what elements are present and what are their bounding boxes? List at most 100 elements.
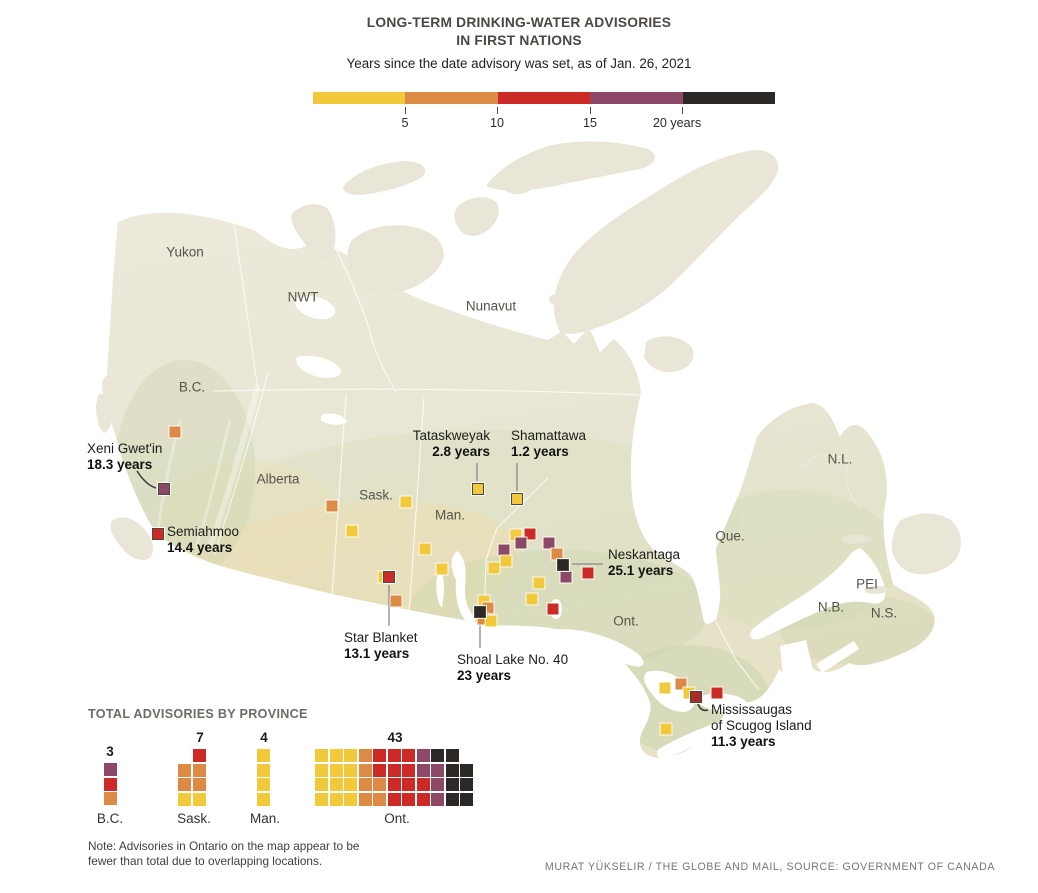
advisory-point <box>659 682 671 694</box>
legend-tick-label: 5 <box>401 116 409 130</box>
province-label: N.B. <box>817 599 845 615</box>
islands <box>96 141 961 594</box>
annotation: Star Blanket 13.1 years <box>344 630 418 662</box>
legend-segment-3 <box>590 92 683 104</box>
waffle-cell <box>431 778 444 791</box>
waffle-cell <box>329 778 343 791</box>
waffle-cell <box>315 749 328 762</box>
advisory-point <box>533 577 545 589</box>
waffle-cell <box>257 763 270 777</box>
waffle-label: Man. <box>249 811 281 826</box>
page-subtitle: Years since the date advisory was set, a… <box>346 56 692 71</box>
legend-tick-label: 10 <box>489 116 505 130</box>
waffle-cell <box>329 763 343 777</box>
advisory-point <box>472 483 484 495</box>
waffle-cell <box>358 792 372 806</box>
waffle-cell <box>431 749 444 762</box>
page-title-line1: LONG-TERM DRINKING-WATER ADVISORIES <box>366 15 672 30</box>
legend-segment-1 <box>405 92 498 104</box>
totals-heading: TOTAL ADVISORIES BY PROVINCE <box>88 707 308 721</box>
annotation-value: 2.8 years <box>432 444 490 459</box>
header: LONG-TERM DRINKING-WATER ADVISORIES IN F… <box>0 0 1038 71</box>
waffle-cell <box>257 778 270 791</box>
advisory-point <box>478 595 490 607</box>
waffle-count: 3 <box>106 744 114 759</box>
annotation: Shamattawa 1.2 years <box>511 428 586 460</box>
advisory-point <box>526 593 538 605</box>
advisory-point <box>485 615 497 627</box>
waffle-cell <box>329 792 343 806</box>
advisory-point <box>152 528 164 540</box>
waffle-cell <box>416 763 430 777</box>
advisory-point <box>390 595 402 607</box>
legend-tick-label: 20 years <box>652 116 702 130</box>
advisory-point <box>660 723 672 735</box>
waffle-cell <box>373 792 386 806</box>
advisory-point <box>482 602 494 614</box>
annotation-name: Neskantaga <box>608 547 681 562</box>
waffle-cell <box>358 763 372 777</box>
province-label: PEI <box>856 576 878 592</box>
advisory-point <box>474 606 486 618</box>
advisory-point <box>543 537 555 549</box>
advisory-point <box>560 571 572 583</box>
waffle-cell <box>431 763 444 777</box>
waffle-count: 43 <box>387 730 403 745</box>
advisory-point <box>683 687 695 699</box>
page-title-line2: IN FIRST NATIONS <box>456 33 582 48</box>
advisory-point <box>675 678 687 690</box>
waffle-cell <box>445 763 459 777</box>
annotation-value: 11.3 years <box>711 734 776 749</box>
waffle-cell <box>416 749 430 762</box>
advisory-point <box>515 537 527 549</box>
annotation: Semiahmoo 14.4 years <box>167 524 239 556</box>
waffle-cell <box>315 792 328 806</box>
waffle-cell <box>445 792 459 806</box>
waffle-cell <box>192 792 206 806</box>
waffle-cell <box>373 778 386 791</box>
annotation-value: 14.4 years <box>167 540 233 555</box>
legend-tick-label: 15 <box>582 116 598 130</box>
credit-line: MURAT YÜKSELIR / THE GLOBE AND MAIL, SOU… <box>544 861 995 873</box>
waffle-cell <box>402 778 415 791</box>
waffle-cell <box>460 778 473 791</box>
waffle-cell <box>402 792 415 806</box>
annotation-value: 13.1 years <box>344 646 410 661</box>
annotation-name: Tataskweyak <box>412 428 490 443</box>
waffle-cell <box>178 778 191 791</box>
legend-tick <box>682 107 683 114</box>
advisory-point <box>383 571 395 583</box>
advisory-point <box>500 555 512 567</box>
waffle-cell <box>387 792 401 806</box>
annotation-value: 18.3 years <box>87 457 153 472</box>
waffle-cell <box>315 778 328 791</box>
annotation-name: Semiahmoo <box>167 524 240 539</box>
province-label: Alberta <box>256 471 300 487</box>
annotation-name: Star Blanket <box>344 630 418 645</box>
province-label: NWT <box>287 289 319 305</box>
advisory-point <box>510 529 522 541</box>
waffle-label: Sask. <box>177 811 211 826</box>
advisory-point <box>498 544 510 556</box>
waffle-cell <box>344 778 357 791</box>
province-label: Nunavut <box>465 298 517 314</box>
waffle-label: Ont. <box>384 811 410 826</box>
advisory-point <box>547 603 559 615</box>
annotation-name: Shamattawa <box>511 428 587 443</box>
waffle-cell <box>416 778 430 791</box>
advisory-point <box>511 493 523 505</box>
waffle-cell <box>344 792 357 806</box>
waffle-cell <box>387 763 401 777</box>
advisory-point <box>436 563 448 575</box>
waffle-count: 4 <box>260 730 268 745</box>
province-label: N.S. <box>870 605 898 621</box>
annotation-name: of Scugog Island <box>711 718 812 733</box>
waffle-cell <box>373 763 386 777</box>
advisory-point <box>690 691 702 703</box>
waffle-cell <box>460 792 473 806</box>
waffle-cell <box>358 778 372 791</box>
advisory-point <box>582 567 594 579</box>
waffle-label: B.C. <box>96 811 124 826</box>
